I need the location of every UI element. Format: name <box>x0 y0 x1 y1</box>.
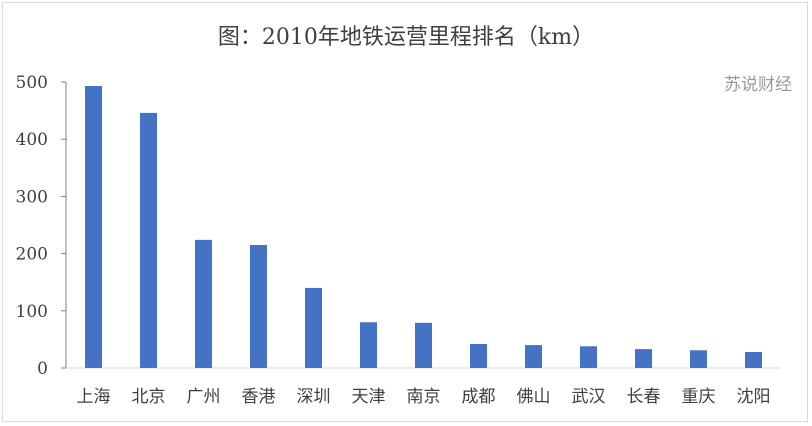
bar-武汉 <box>580 346 597 368</box>
x-category-label: 长春 <box>627 387 661 407</box>
x-category-label: 香港 <box>242 387 276 407</box>
bar-广州 <box>195 239 212 368</box>
x-category-label: 天津 <box>352 387 386 407</box>
y-tick-label: 200 <box>16 245 48 265</box>
chart-title: 图：2010年地铁运营里程排名（km） <box>218 25 594 50</box>
y-tick-label: 400 <box>16 130 48 150</box>
x-category-label: 广州 <box>187 387 221 407</box>
bar-成都 <box>470 343 487 368</box>
chart-frame <box>2 2 808 422</box>
y-tick-label: 100 <box>16 302 48 322</box>
x-category-label: 南京 <box>407 387 441 407</box>
bar-北京 <box>140 112 157 368</box>
x-category-label: 沈阳 <box>737 387 771 407</box>
bar-天津 <box>360 322 377 368</box>
bar-香港 <box>250 245 267 368</box>
bar-长春 <box>635 349 652 368</box>
x-category-label: 北京 <box>132 387 166 407</box>
x-category-label: 深圳 <box>297 387 331 407</box>
x-category-label: 重庆 <box>682 387 716 407</box>
x-category-label: 武汉 <box>572 387 606 407</box>
bar-上海 <box>85 86 102 368</box>
y-tick-label: 0 <box>37 359 48 379</box>
watermark: 苏说财经 <box>724 75 792 95</box>
bar-重庆 <box>690 350 707 368</box>
y-tick-label: 500 <box>16 73 48 93</box>
x-category-label: 佛山 <box>517 387 551 407</box>
bar-深圳 <box>305 287 322 368</box>
y-tick-label: 300 <box>16 187 48 207</box>
bar-佛山 <box>525 345 542 368</box>
bar-南京 <box>415 322 432 368</box>
x-category-label: 上海 <box>77 387 111 407</box>
x-category-label: 成都 <box>462 387 496 407</box>
bar-沈阳 <box>745 351 762 368</box>
